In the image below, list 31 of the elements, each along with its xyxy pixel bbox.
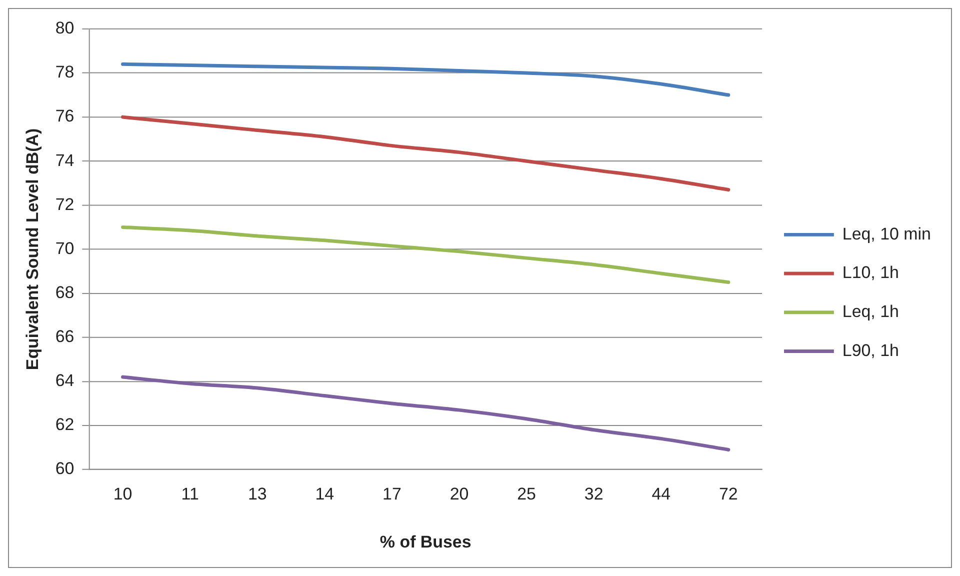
- y-tick-label: 64: [55, 371, 74, 390]
- x-tick-label: 10: [113, 484, 132, 504]
- y-tick-label: 74: [55, 150, 74, 170]
- x-tick-label: 32: [584, 484, 604, 504]
- line-series: [121, 62, 730, 97]
- x-tick-label: 20: [450, 484, 469, 504]
- x-tick-label: 11: [181, 484, 199, 504]
- legend-label: Leq, 1h: [842, 302, 899, 322]
- x-axis-title: % of Buses: [380, 532, 472, 552]
- y-tick-label: 66: [55, 327, 74, 346]
- legend-label: L90, 1h: [842, 340, 899, 360]
- line-series: [121, 225, 730, 284]
- y-tick-label: 78: [55, 62, 74, 82]
- x-tick-label: 17: [382, 484, 402, 504]
- y-tick-label: 62: [55, 415, 74, 434]
- y-tick-label: 60: [55, 459, 74, 478]
- x-tick-label: 25: [517, 484, 536, 504]
- x-tick-label: 14: [315, 484, 334, 504]
- line-series: [121, 375, 730, 452]
- x-tick-label: 44: [652, 484, 671, 504]
- y-tick-label: 70: [55, 238, 74, 258]
- legend-label: L10, 1h: [842, 263, 899, 282]
- y-tick-label: 68: [55, 282, 74, 302]
- y-tick-label: 76: [55, 106, 74, 126]
- y-tick-label: 72: [55, 194, 74, 214]
- x-tick-label: 13: [248, 484, 267, 504]
- line-series: [121, 115, 730, 192]
- y-tick-label: 80: [55, 18, 74, 38]
- x-tick-label: 72: [718, 484, 738, 504]
- legend-label: Leq, 10 min: [842, 224, 931, 244]
- y-axis-title: Equivalent Sound Level dB(A): [22, 128, 42, 370]
